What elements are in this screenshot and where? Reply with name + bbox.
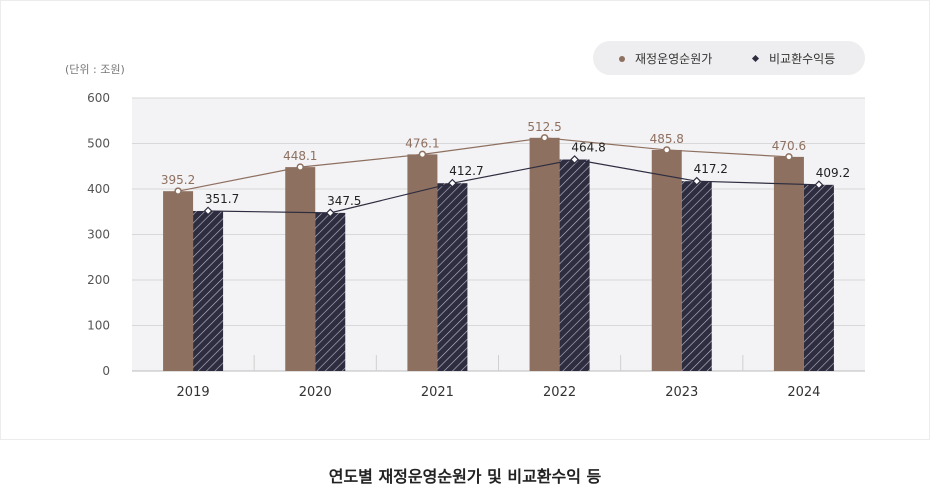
data-label-series-1: 485.8: [650, 132, 684, 146]
bar-series-2: [559, 159, 590, 371]
line-series-2: [208, 158, 819, 214]
point-series-1: [663, 146, 671, 154]
legend: 재정운영순원가 비교환수익등: [593, 41, 865, 75]
data-label-series-2: 347.5: [327, 194, 361, 208]
point-series-2: [814, 180, 824, 190]
bar-series-2: [193, 210, 224, 371]
point-series-2: [570, 155, 580, 164]
bar-series-1: [163, 191, 194, 371]
point-series-2: [692, 176, 702, 186]
data-label-series-1: 470.6: [772, 139, 806, 153]
bar-series-1: [773, 156, 804, 371]
point-series-1: [174, 187, 182, 195]
y-tick-label: 100: [87, 319, 110, 333]
data-label-series-1: 476.1: [405, 136, 439, 150]
x-tick-label: 2020: [299, 385, 332, 400]
data-label-series-2: 409.2: [816, 166, 850, 180]
data-label-series-2: 417.2: [694, 162, 728, 176]
x-tick-label: 2019: [177, 385, 210, 400]
point-series-1: [540, 134, 549, 142]
y-tick-label: 200: [87, 273, 110, 287]
point-series-2: [447, 178, 457, 188]
legend-dot-icon: [619, 55, 625, 62]
line-series-1: [177, 137, 789, 192]
data-label-series-2: 464.8: [571, 141, 605, 155]
x-tick-label: 2023: [665, 385, 698, 400]
y-tick-label: 600: [87, 91, 110, 105]
x-tick-label: 2024: [787, 385, 820, 400]
bar-series-2: [681, 181, 712, 371]
x-tick-label: 2021: [421, 385, 454, 400]
bar-series-1: [651, 149, 682, 371]
y-tick-label: 400: [87, 182, 110, 196]
legend-label-series-1: 재정운영순원가: [635, 52, 713, 66]
point-series-2: [325, 208, 335, 218]
legend-label-series-2: 비교환수익등: [769, 52, 836, 66]
y-tick-label: 300: [87, 228, 110, 242]
bar-series-2: [315, 212, 346, 371]
chart-caption: 연도별 재정운영순원가 및 비교환수익 등: [328, 467, 602, 486]
data-label-series-1: 512.5: [527, 120, 561, 134]
bar-series-2: [437, 183, 468, 371]
data-label-series-1: 395.2: [161, 173, 195, 187]
point-series-1: [296, 163, 304, 171]
legend-item-series-1: 재정운영순원가: [619, 50, 712, 67]
legend-item-series-2: 비교환수익등: [751, 50, 836, 67]
bar-series-1: [285, 167, 316, 371]
point-series-2: [203, 206, 213, 216]
data-label-series-2: 351.7: [205, 192, 239, 206]
bar-series-2: [803, 184, 834, 371]
data-label-series-2: 412.7: [449, 164, 483, 178]
point-series-1: [418, 150, 427, 159]
chart-svg: 0 100 200 300 400 500 600 2019 2020 2021 2022 2023 2…: [87, 91, 865, 400]
y-tick-label: 500: [87, 137, 110, 151]
bar-series-1: [529, 137, 560, 371]
unit-label: (단위 : 조원): [65, 63, 125, 76]
y-tick-label: 0: [102, 364, 110, 378]
point-series-1: [785, 153, 793, 161]
x-tick-label: 2022: [543, 385, 576, 400]
data-label-series-1: 448.1: [283, 149, 317, 163]
bar-series-1: [407, 154, 438, 371]
